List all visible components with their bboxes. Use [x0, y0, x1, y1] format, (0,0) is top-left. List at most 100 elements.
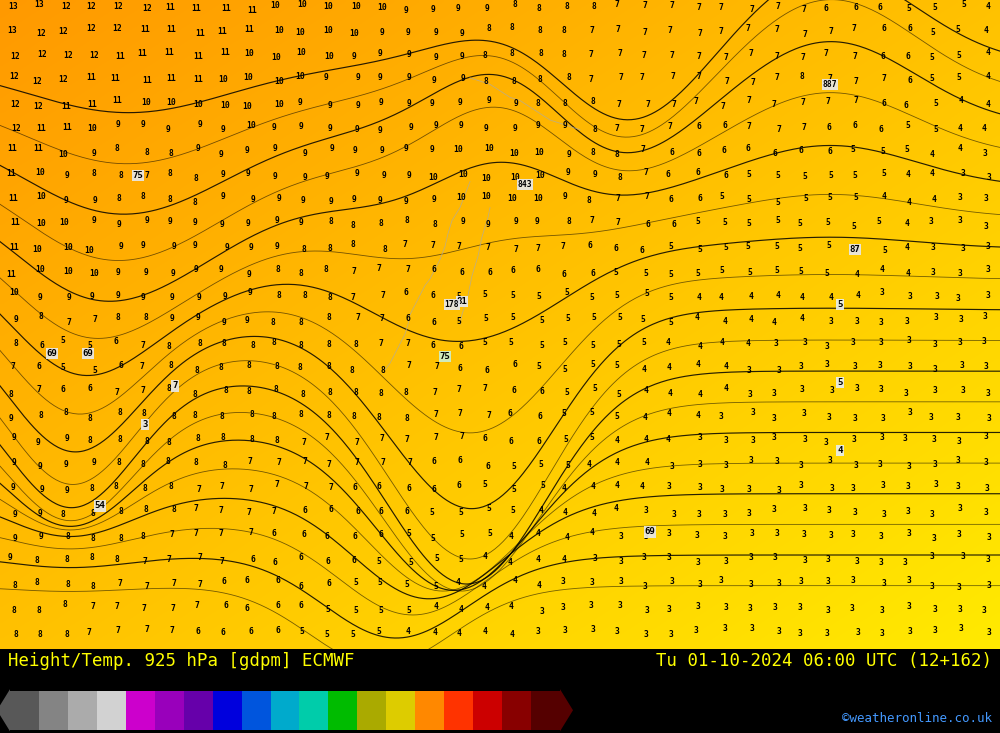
- Text: 11: 11: [111, 74, 120, 83]
- Text: 5: 5: [720, 192, 725, 201]
- Text: 3: 3: [593, 554, 597, 563]
- Text: 10: 10: [296, 48, 306, 57]
- Text: 8: 8: [354, 388, 359, 397]
- Text: 7: 7: [642, 51, 647, 60]
- Text: 10: 10: [484, 144, 494, 153]
- Text: 3: 3: [852, 362, 857, 372]
- Text: 10: 10: [36, 219, 46, 228]
- Text: 3: 3: [929, 413, 934, 422]
- Text: 9: 9: [66, 293, 71, 303]
- Text: 9: 9: [246, 218, 251, 227]
- Text: 9: 9: [140, 293, 145, 302]
- Text: 10: 10: [166, 98, 176, 107]
- Text: 3: 3: [802, 409, 807, 418]
- Text: 7: 7: [774, 52, 779, 62]
- Text: 9: 9: [325, 172, 330, 181]
- Text: 7: 7: [172, 381, 178, 391]
- Text: 8: 8: [298, 318, 303, 327]
- Text: 4: 4: [640, 482, 645, 491]
- Text: 8: 8: [195, 366, 200, 375]
- Text: 8: 8: [35, 578, 40, 587]
- Text: 3: 3: [958, 338, 963, 347]
- Text: 3: 3: [987, 581, 992, 589]
- Text: 3: 3: [803, 556, 808, 565]
- Text: 7: 7: [248, 528, 253, 537]
- Text: 8: 8: [615, 150, 619, 158]
- Text: 4: 4: [535, 529, 540, 538]
- Text: 6: 6: [484, 366, 489, 375]
- Text: 3: 3: [932, 435, 936, 444]
- Text: 9: 9: [379, 28, 384, 37]
- Text: 3: 3: [907, 529, 912, 539]
- Text: 6: 6: [355, 507, 360, 516]
- Text: 9: 9: [432, 76, 437, 85]
- Text: 3: 3: [982, 336, 987, 346]
- Text: 8: 8: [145, 148, 150, 157]
- Text: 9: 9: [430, 5, 435, 15]
- Text: 3: 3: [855, 557, 859, 566]
- Text: 6: 6: [430, 291, 435, 301]
- Text: 3: 3: [907, 362, 912, 371]
- Text: 6: 6: [40, 341, 45, 350]
- Text: 12: 12: [113, 2, 123, 11]
- Text: 3: 3: [746, 509, 751, 517]
- Text: 8: 8: [538, 26, 543, 35]
- Text: 5: 5: [408, 558, 413, 567]
- Text: 11: 11: [217, 26, 227, 36]
- Text: 13: 13: [8, 26, 17, 34]
- Text: 7: 7: [197, 485, 202, 494]
- Text: 9: 9: [193, 218, 198, 227]
- Bar: [357, 690, 387, 729]
- Text: 5: 5: [827, 240, 832, 250]
- Text: 8: 8: [298, 341, 303, 350]
- Text: 5: 5: [747, 219, 752, 228]
- Text: 3: 3: [881, 481, 885, 490]
- Text: 8: 8: [271, 318, 276, 327]
- Text: 8: 8: [328, 388, 332, 397]
- Text: 5: 5: [512, 485, 516, 494]
- Text: 4: 4: [986, 100, 991, 109]
- Text: 8: 8: [118, 534, 123, 542]
- Text: 11: 11: [244, 25, 254, 34]
- Text: 6: 6: [245, 576, 250, 586]
- Text: 4: 4: [459, 605, 464, 614]
- Text: 5: 5: [592, 384, 597, 393]
- Text: 10: 10: [453, 145, 463, 154]
- Text: 4: 4: [561, 485, 566, 493]
- Text: Height/Temp. 925 hPa [gdpm] ECMWF: Height/Temp. 925 hPa [gdpm] ECMWF: [8, 652, 354, 670]
- Text: 9: 9: [536, 122, 541, 130]
- Text: 3: 3: [722, 625, 727, 633]
- Text: 3: 3: [956, 413, 960, 421]
- Text: 6: 6: [276, 576, 281, 585]
- Text: 3: 3: [643, 582, 647, 591]
- Text: 9: 9: [380, 147, 384, 155]
- Text: 9: 9: [245, 146, 250, 155]
- Text: 3: 3: [719, 412, 723, 421]
- Text: 3: 3: [983, 508, 988, 517]
- Text: 5: 5: [92, 366, 97, 375]
- Text: 5: 5: [698, 246, 702, 254]
- Text: 9: 9: [534, 217, 539, 226]
- Text: 6: 6: [486, 462, 491, 471]
- Text: 3: 3: [618, 557, 623, 566]
- Text: 4: 4: [615, 482, 620, 490]
- Text: 9: 9: [245, 316, 250, 325]
- Text: 8: 8: [301, 389, 305, 399]
- Text: 3: 3: [983, 149, 988, 158]
- Text: 8: 8: [539, 48, 543, 57]
- Text: 7: 7: [354, 458, 359, 467]
- Text: 8: 8: [14, 339, 19, 348]
- Text: 3: 3: [669, 462, 674, 471]
- Text: 3: 3: [957, 583, 962, 592]
- Text: 11: 11: [220, 48, 230, 57]
- Text: 5: 5: [404, 581, 409, 589]
- Text: 8: 8: [562, 26, 567, 34]
- Text: 10: 10: [246, 121, 256, 130]
- Text: 8: 8: [327, 362, 332, 371]
- Text: 6: 6: [276, 601, 281, 610]
- Text: 7: 7: [248, 457, 253, 466]
- Text: 5: 5: [877, 216, 882, 226]
- Text: 5: 5: [563, 366, 568, 375]
- Text: 4: 4: [695, 312, 700, 322]
- Text: 3: 3: [851, 338, 856, 347]
